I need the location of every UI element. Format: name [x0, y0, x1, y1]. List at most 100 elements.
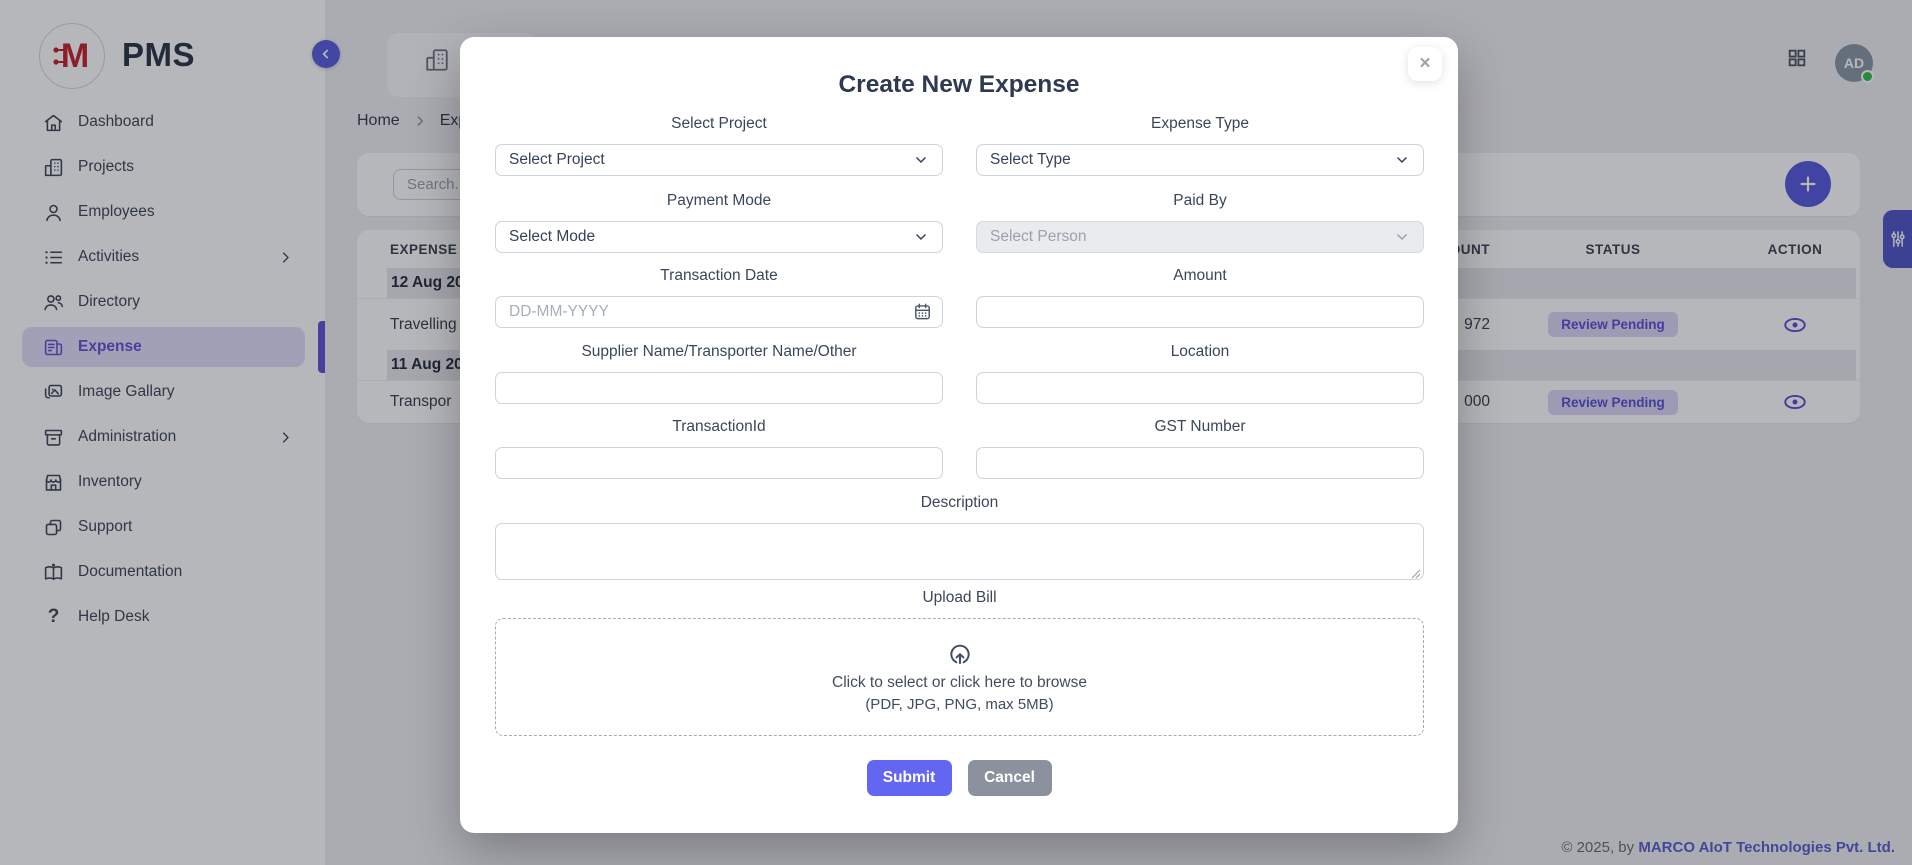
transaction-id-input[interactable] — [495, 447, 943, 479]
company-link[interactable]: MARCO AIoT Technologies Pvt. Ltd. — [1638, 839, 1895, 856]
expense-type-dropdown[interactable]: Select Type — [976, 144, 1424, 176]
expense-amount: 000 — [1464, 393, 1490, 410]
location-input[interactable] — [976, 372, 1424, 404]
sidebar-item-documentation[interactable]: Documentation — [22, 552, 305, 592]
field-supplier: Supplier Name/Transporter Name/Other — [495, 343, 943, 404]
field-upload-bill: Upload Bill Click to select or click her… — [495, 589, 1424, 736]
copyright-text: © 2025, by — [1561, 839, 1635, 856]
field-transaction-date: Transaction Date — [495, 267, 943, 328]
sidebar-item-label: Help Desk — [78, 608, 150, 625]
field-description: Description — [495, 494, 1424, 585]
field-paid-by: Paid By Select Person — [976, 192, 1424, 253]
user-icon — [46, 204, 61, 221]
avatar[interactable]: AD — [1835, 44, 1874, 83]
view-icon[interactable] — [1782, 389, 1808, 415]
upload-instruction: Click to select or click here to browse — [832, 674, 1087, 691]
svg-text:M: M — [61, 37, 89, 75]
field-label: Transaction Date — [660, 267, 778, 284]
sidebar-item-dashboard[interactable]: Dashboard — [22, 102, 305, 142]
copy-icon — [45, 519, 62, 535]
chevron-right-icon — [282, 431, 289, 443]
chevron-down-icon — [1397, 157, 1407, 163]
payment-mode-dropdown[interactable]: Select Mode — [495, 221, 943, 253]
chevron-left-icon — [322, 49, 329, 59]
online-status-dot — [1861, 70, 1874, 83]
breadcrumb-home[interactable]: Home — [357, 112, 400, 129]
supplier-name-input[interactable] — [495, 372, 943, 404]
apps-grid-icon[interactable] — [1786, 47, 1808, 69]
field-gst-number: GST Number — [976, 418, 1424, 479]
field-label: Expense Type — [1151, 115, 1249, 132]
submit-button[interactable]: Submit — [866, 760, 952, 796]
sidebar-item-image-gallary[interactable]: Image Gallary — [22, 372, 305, 412]
sidebar-item-administration[interactable]: Administration — [22, 417, 305, 457]
sidebar-item-employees[interactable]: Employees — [22, 192, 305, 232]
field-label: Paid By — [1173, 192, 1227, 209]
add-expense-button[interactable] — [1785, 161, 1831, 207]
description-textarea[interactable] — [495, 523, 1424, 580]
plus-icon — [1800, 176, 1816, 192]
close-icon[interactable]: × — [1408, 47, 1442, 81]
home-icon — [44, 114, 63, 131]
chevron-right-icon — [417, 116, 423, 126]
expense-amount: 972 — [1464, 315, 1490, 333]
upload-dropzone[interactable]: Click to select or click here to browse … — [495, 618, 1424, 736]
field-select-project: Select Project Select Project — [495, 115, 943, 176]
book-icon — [44, 563, 63, 580]
field-label: Select Project — [671, 115, 767, 132]
modal-title: Create New Expense — [838, 71, 1080, 98]
sidebar-item-support[interactable]: Support — [22, 507, 305, 547]
upload-filetypes: (PDF, JPG, PNG, max 5MB) — [865, 696, 1054, 713]
group-date: 12 Aug 20 — [391, 274, 464, 291]
sidebar-item-label: Image Gallary — [78, 383, 175, 400]
app-logo: M — [39, 23, 105, 89]
status-badge: Review Pending — [1548, 312, 1678, 337]
sidebar-collapse-button[interactable] — [312, 40, 340, 68]
field-amount: Amount — [976, 267, 1424, 328]
sidebar-item-inventory[interactable]: Inventory — [22, 462, 305, 502]
chevron-down-icon — [916, 157, 926, 163]
create-expense-modal: × Create New Expense Select Project Sele… — [460, 37, 1458, 833]
sidebar: M PMS Dashboard Projects Employees Activ… — [0, 0, 325, 865]
sidebar-item-expense[interactable]: Expense — [22, 327, 305, 367]
list-icon — [45, 250, 63, 264]
field-expense-type: Expense Type Select Type — [976, 115, 1424, 176]
table-header: EXPENSE AMOUNT STATUS ACTION — [357, 230, 1860, 268]
active-item-indicator — [318, 321, 325, 373]
table-settings-flyout-button[interactable] — [1883, 210, 1912, 268]
sidebar-item-directory[interactable]: Directory — [22, 282, 305, 322]
select-project-dropdown[interactable]: Select Project — [495, 144, 943, 176]
chevron-down-icon — [1397, 234, 1407, 240]
gst-number-input[interactable] — [976, 447, 1424, 479]
building-icon — [44, 158, 63, 176]
brand-name: PMS — [122, 36, 196, 73]
sidebar-item-label: Support — [78, 518, 133, 535]
view-icon[interactable] — [1782, 312, 1808, 338]
sidebar-item-activities[interactable]: Activities — [22, 237, 305, 277]
status-badge: Review Pending — [1548, 389, 1678, 415]
sidebar-item-label: Expense — [78, 338, 142, 355]
sidebar-item-help-desk[interactable]: ? Help Desk — [22, 597, 305, 637]
store-icon — [45, 474, 62, 491]
calendar-icon[interactable] — [913, 302, 932, 321]
field-location: Location — [976, 343, 1424, 404]
amount-input[interactable] — [976, 296, 1424, 328]
avatar-initials: AD — [1843, 55, 1865, 71]
sidebar-item-label: Dashboard — [78, 113, 154, 130]
field-label: TransactionId — [672, 418, 766, 435]
users-icon — [44, 294, 64, 310]
sidebar-nav: Dashboard Projects Employees Activities … — [22, 102, 305, 642]
cloud-upload-icon — [949, 644, 970, 665]
cancel-button[interactable]: Cancel — [967, 760, 1052, 796]
column-expense: EXPENSE — [390, 241, 458, 257]
sidebar-item-projects[interactable]: Projects — [22, 147, 305, 187]
field-label: Upload Bill — [922, 589, 997, 606]
question-mark-icon: ? — [47, 606, 60, 627]
transaction-date-input[interactable] — [495, 296, 943, 328]
sidebar-item-label: Projects — [78, 158, 134, 175]
modal-actions: Submit Cancel — [460, 760, 1458, 796]
sidebar-item-label: Employees — [78, 203, 155, 220]
group-date: 11 Aug 20 — [391, 356, 463, 373]
field-label: Amount — [1173, 267, 1227, 284]
sidebar-item-label: Activities — [78, 248, 140, 265]
